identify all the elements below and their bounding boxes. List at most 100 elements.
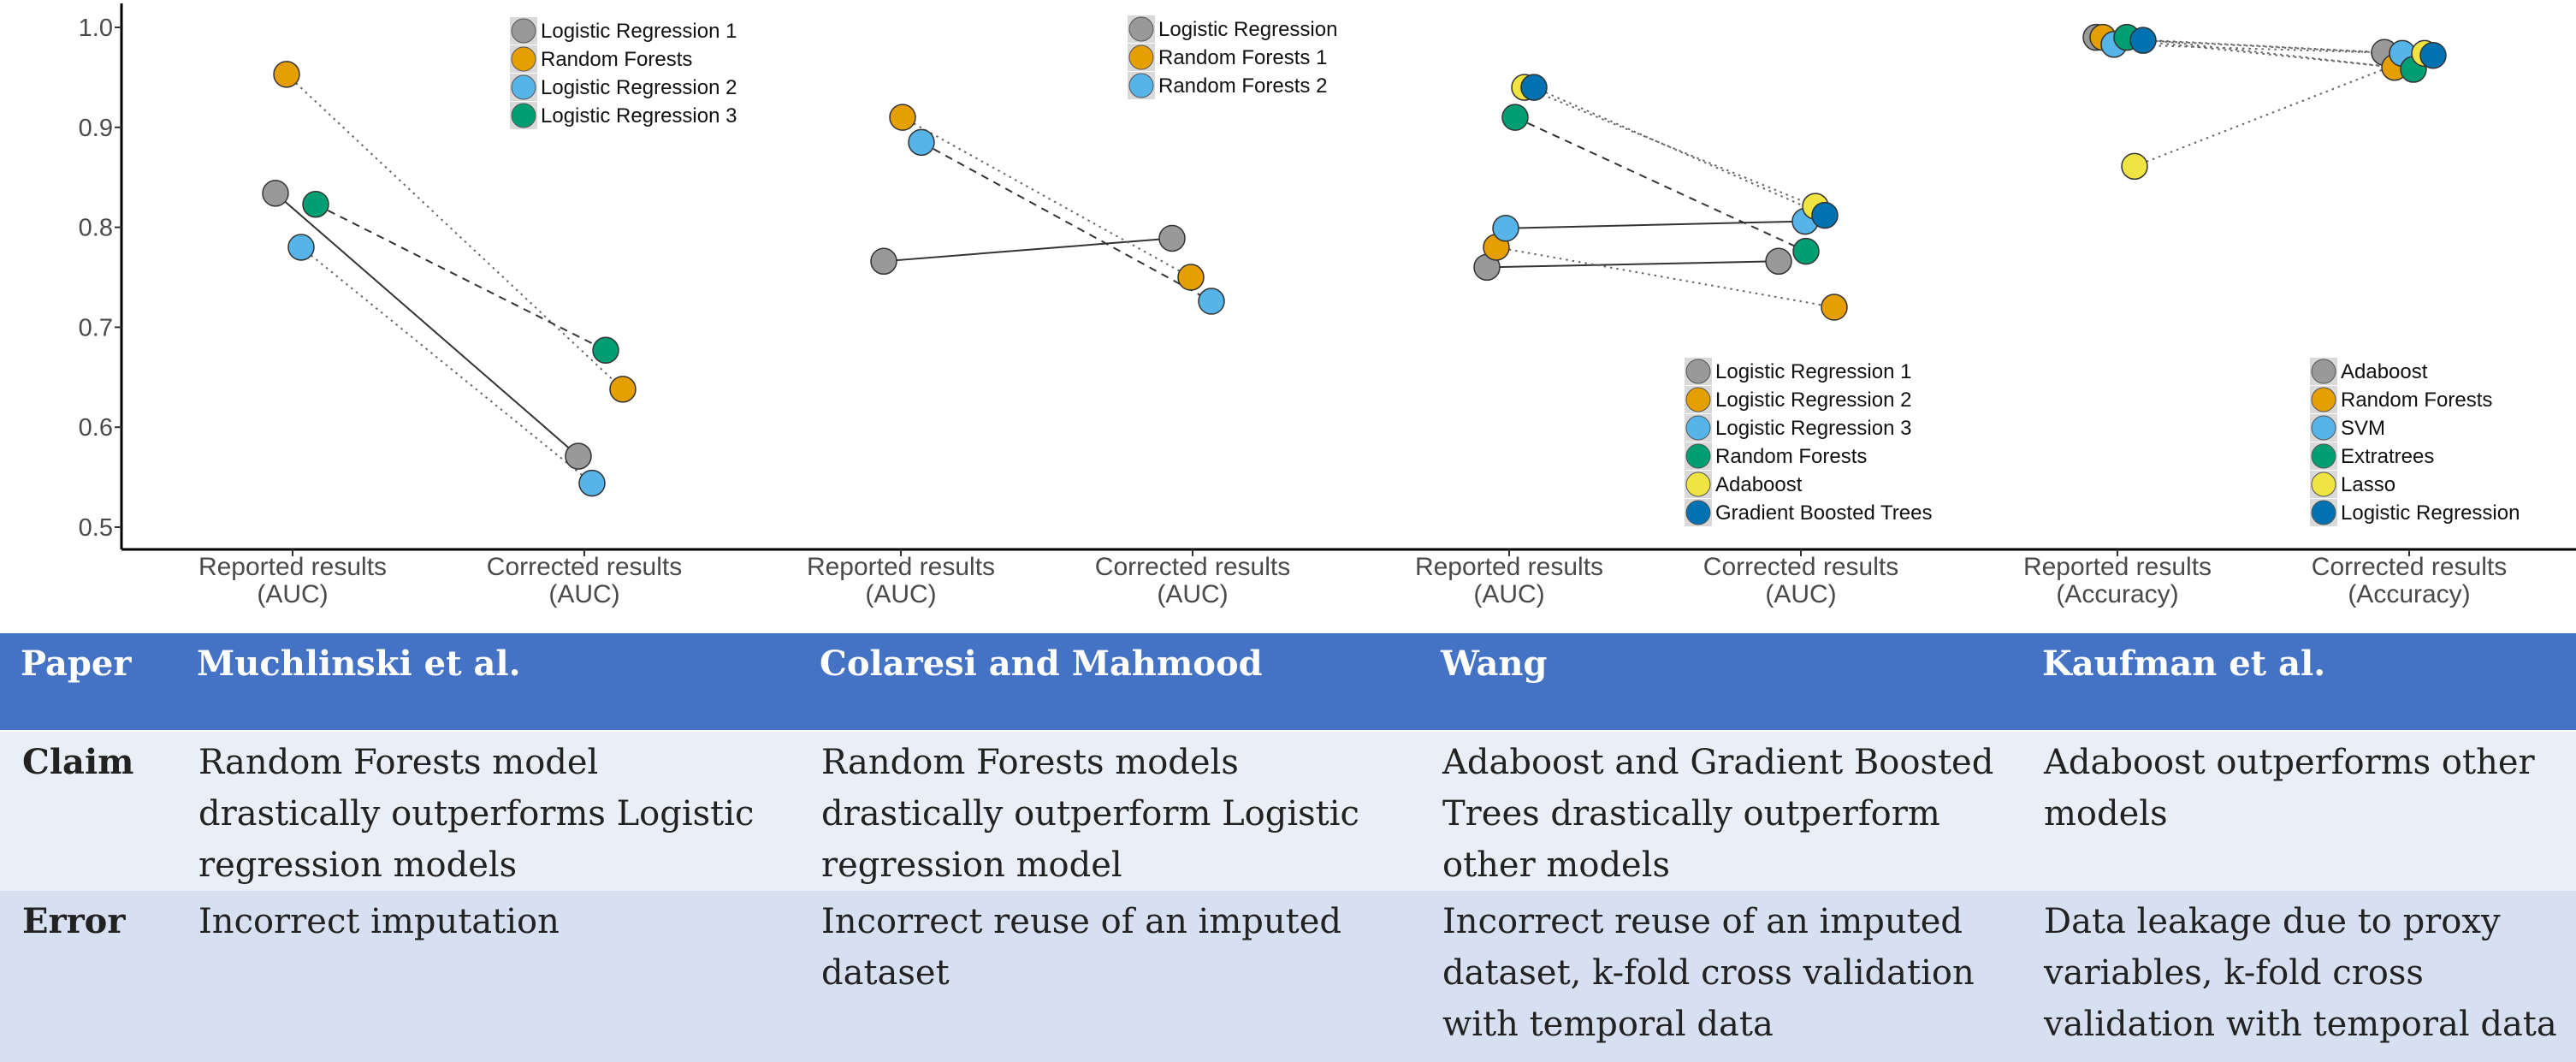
legend-entry: Random Forests [2341, 389, 2492, 412]
legend-entry: Logistic Regression 1 [541, 20, 737, 43]
legend-marker [2311, 359, 2336, 384]
y-tick-label: 0.5 [79, 514, 113, 542]
error-row: Error Incorrect imputation Incorrect reu… [0, 891, 2576, 1062]
paper-column-label: Paper [0, 633, 176, 732]
series-line [1505, 220, 1806, 229]
x-tick-label: (Accuracy) [2348, 580, 2470, 608]
reported-point [2121, 152, 2148, 181]
legend-entry: Logistic Regression 3 [1715, 417, 1911, 440]
reported-point [287, 234, 315, 261]
corrected-point [1811, 201, 1839, 229]
y-tick-label: 0.8 [79, 215, 113, 242]
legend-entry: Gradient Boosted Trees [1715, 501, 1932, 525]
legend-entry: Random Forests [1715, 445, 1867, 468]
reported-point [908, 128, 935, 157]
legend-marker [1685, 443, 1711, 469]
series-line [275, 193, 579, 457]
series-line [1524, 86, 1816, 207]
x-tick-label: (AUC) [1473, 580, 1544, 608]
legend-entry: Logistic Regression 1 [1715, 360, 1911, 383]
legend-marker [511, 74, 536, 100]
series-line [315, 203, 607, 352]
legend-marker [511, 46, 536, 72]
y-tick-label: 0.7 [79, 314, 113, 341]
series-line [2102, 36, 2395, 68]
reported-point [1501, 104, 1529, 131]
x-tick-label: (AUC) [548, 580, 619, 608]
legend-marker [2311, 443, 2336, 469]
x-tick-label: (AUC) [1157, 580, 1228, 608]
legend-entry: Logistic Regression [1158, 18, 1337, 41]
series-line [1486, 260, 1780, 269]
legends: Logistic Regression 1 Random Forests Logis… [510, 15, 2520, 526]
connector-lines [275, 36, 2434, 484]
reported-point [889, 104, 916, 131]
legend-marker [511, 18, 536, 44]
x-tick-label: Corrected results [1095, 553, 1290, 581]
x-tick-label: (AUC) [865, 580, 936, 608]
series-line [2134, 52, 2425, 168]
error-wang: Incorrect reuse of an imputed dataset, k… [1442, 902, 1975, 1044]
claim-wang: Adaboost and Gradient Boosted Trees dras… [1442, 743, 1994, 885]
paper-name-wang: Wang [1420, 633, 2022, 732]
series-line [1533, 86, 1826, 217]
x-tick-label: (AUC) [1765, 580, 1836, 608]
paper-name-kaufman: Kaufman et al. [2022, 633, 2576, 732]
legend-entry: Logistic Regression 3 [541, 104, 737, 128]
x-tick-label: Reported results [1415, 553, 1603, 581]
series-line [883, 237, 1173, 263]
x-tick-label: Corrected results [2312, 553, 2507, 581]
x-tick-label: (AUC) [257, 580, 328, 608]
reported-point [273, 61, 300, 88]
error-colaresi: Incorrect reuse of an imputed dataset [821, 902, 1341, 993]
corrected-point [1198, 288, 1225, 315]
reported-point [870, 247, 897, 276]
legend-marker [511, 103, 536, 128]
legend-entry: Random Forests [541, 48, 692, 71]
legend-entry: Lasso [2341, 473, 2395, 496]
papers-summary-table: Paper Muchlinski et al. Colaresi and Mah… [0, 633, 2576, 1062]
error-muchlinski: Incorrect imputation [198, 902, 560, 941]
table-header-row: Paper Muchlinski et al. Colaresi and Mah… [0, 633, 2576, 732]
series-line [902, 116, 1192, 278]
corrected-point [565, 442, 592, 470]
corrected-point [1765, 247, 1792, 276]
paper-name-colaresi: Colaresi and Mahmood [799, 633, 1420, 732]
legend-marker [1685, 359, 1711, 384]
legend-marker [1128, 16, 1154, 42]
corrected-point [578, 469, 606, 497]
claim-row-label: Claim [22, 742, 134, 782]
y-tick-label: 0.9 [79, 115, 113, 142]
y-tick-label: 1.0 [79, 15, 113, 42]
error-row-label: Error [22, 901, 126, 941]
x-tick-label: Reported results [807, 553, 995, 581]
legend-entry: Logistic Regression 2 [541, 76, 737, 99]
legend-marker [1685, 415, 1711, 441]
legend-marker [1685, 472, 1711, 497]
legend-entry: Random Forests 2 [1158, 74, 1327, 98]
corrected-point [2419, 41, 2447, 69]
reported-point [2129, 27, 2157, 54]
legend-entry: Random Forests 1 [1158, 46, 1327, 69]
legend-marker [2311, 500, 2336, 525]
error-kaufman: Data leakage due to proxy variables, k-f… [2044, 902, 2557, 1044]
corrected-point [1177, 264, 1205, 291]
corrected-point [1792, 237, 1820, 265]
claim-row: Claim Random Forests model drastically o… [0, 731, 2576, 891]
legend-entry: Logistic Regression [2341, 501, 2520, 525]
x-tick-label: Corrected results [1703, 553, 1898, 581]
reported-point [1492, 215, 1519, 242]
y-tick-label: 0.6 [79, 414, 113, 442]
x-tick-label: Reported results [2023, 553, 2212, 581]
x-tick-label: Reported results [198, 553, 387, 581]
series-line [1514, 116, 1807, 252]
corrected-point [609, 376, 637, 403]
series-line [300, 246, 593, 484]
corrected-point [1158, 224, 1186, 252]
x-tick-label: (Accuracy) [2056, 580, 2178, 608]
data-points [262, 23, 2447, 497]
legend-marker [2311, 415, 2336, 441]
legend-marker [2311, 387, 2336, 412]
reported-point [1520, 74, 1548, 101]
